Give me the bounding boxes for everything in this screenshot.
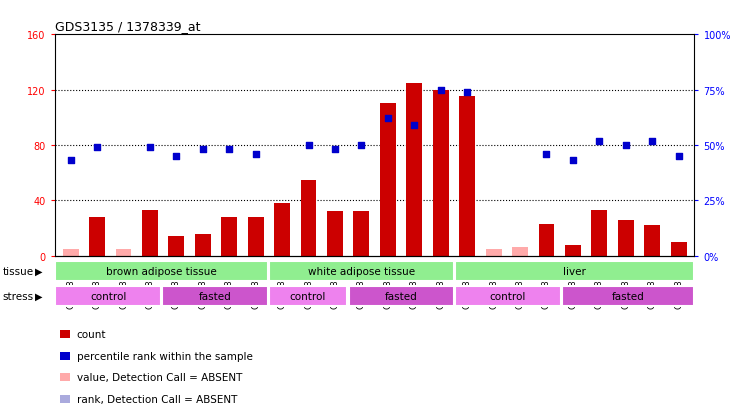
Bar [565, 245, 581, 256]
Bar [485, 249, 501, 256]
Bar [162, 286, 268, 306]
Bar [60, 373, 70, 382]
Bar [89, 217, 105, 256]
Point [673, 153, 684, 160]
Point [620, 142, 632, 149]
Bar [618, 220, 634, 256]
Text: control: control [90, 291, 126, 301]
Text: fasted: fasted [198, 291, 231, 301]
Bar [380, 104, 395, 256]
Text: control: control [490, 291, 526, 301]
Bar [168, 237, 184, 256]
Bar [60, 395, 70, 403]
Bar [274, 204, 290, 256]
Bar [63, 249, 79, 256]
Bar [56, 261, 268, 282]
Text: tissue: tissue [2, 266, 34, 277]
Point [250, 151, 262, 158]
Bar [561, 286, 694, 306]
Bar [459, 97, 475, 256]
Bar [60, 330, 70, 339]
Point [461, 89, 473, 96]
Bar [349, 286, 454, 306]
Point [594, 138, 605, 145]
Bar [268, 261, 454, 282]
Bar [268, 286, 347, 306]
Bar [433, 90, 449, 256]
Text: stress: stress [2, 291, 34, 301]
Bar [56, 286, 161, 306]
Point [91, 145, 103, 151]
Text: GDS3135 / 1378339_at: GDS3135 / 1378339_at [55, 19, 200, 33]
Point [170, 153, 182, 160]
Point [329, 147, 341, 153]
Text: brown adipose tissue: brown adipose tissue [106, 266, 217, 277]
Bar [115, 249, 132, 256]
Bar [221, 217, 237, 256]
Bar [591, 211, 607, 256]
Text: count: count [77, 330, 106, 339]
Bar [327, 212, 343, 256]
Point [646, 138, 658, 145]
Text: fasted: fasted [385, 291, 417, 301]
Point [567, 158, 579, 164]
Text: ▶: ▶ [35, 266, 42, 277]
Point [541, 151, 553, 158]
Bar [406, 83, 423, 256]
Bar [300, 180, 317, 256]
Bar [142, 211, 158, 256]
Point [435, 87, 447, 94]
Text: fasted: fasted [611, 291, 644, 301]
Text: value, Detection Call = ABSENT: value, Detection Call = ABSENT [77, 373, 242, 382]
Bar [354, 212, 369, 256]
Text: white adipose tissue: white adipose tissue [308, 266, 415, 277]
Bar [644, 225, 660, 256]
Bar [455, 261, 694, 282]
Bar [670, 242, 686, 256]
Bar [60, 352, 70, 360]
Text: liver: liver [563, 266, 586, 277]
Bar [195, 234, 211, 256]
Point [224, 147, 235, 153]
Text: percentile rank within the sample: percentile rank within the sample [77, 351, 253, 361]
Bar [455, 286, 561, 306]
Bar [512, 248, 528, 256]
Text: ▶: ▶ [35, 291, 42, 301]
Point [409, 122, 420, 129]
Point [355, 142, 367, 149]
Text: control: control [289, 291, 326, 301]
Point [65, 158, 77, 164]
Point [197, 147, 208, 153]
Bar [539, 224, 554, 256]
Point [303, 142, 314, 149]
Point [382, 116, 394, 122]
Bar [248, 217, 264, 256]
Text: rank, Detection Call = ABSENT: rank, Detection Call = ABSENT [77, 394, 237, 404]
Point [144, 145, 156, 151]
